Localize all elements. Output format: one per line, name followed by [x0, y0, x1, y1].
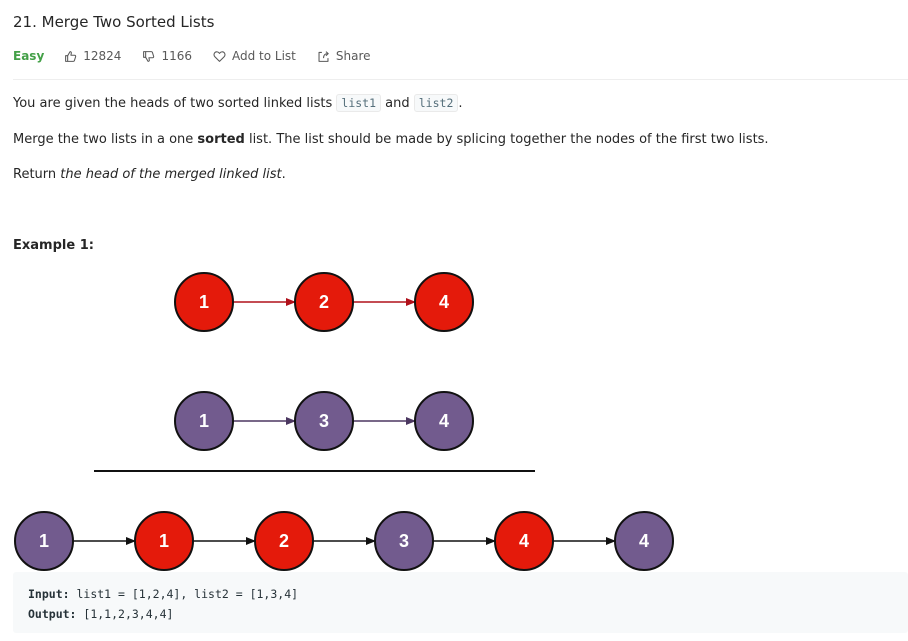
output-value: [1,1,2,3,4,4]: [83, 607, 174, 621]
list2-node: 4: [414, 391, 474, 451]
description-text: Merge the two lists in a one: [13, 132, 198, 147]
share-button[interactable]: Share: [317, 49, 371, 63]
description-text: .: [281, 167, 286, 182]
merged-node-value: 1: [39, 531, 49, 551]
add-to-list-button[interactable]: Add to List: [213, 49, 296, 63]
list1-node-value: 2: [319, 292, 329, 312]
merged-node: 4: [614, 511, 674, 571]
list1-node-circle: [174, 272, 234, 332]
add-to-list-label: Add to List: [232, 49, 296, 63]
merged-node-value: 1: [159, 531, 169, 551]
merged-node: 4: [494, 511, 554, 571]
list2-node-value: 4: [439, 411, 449, 431]
emphasis-merged-head: the head of the merged linked list: [60, 167, 282, 182]
merged-node-circle: [614, 511, 674, 571]
thumbs-down-icon: [143, 50, 155, 62]
list2-node-value: 1: [199, 411, 209, 431]
list2-node-circle: [414, 391, 474, 451]
description-text: list. The list should be made by splicin…: [244, 132, 769, 147]
list2-node: 1: [174, 391, 234, 451]
description-text: .: [458, 96, 463, 111]
merged-node-circle: [14, 511, 74, 571]
list2-node: 3: [294, 391, 354, 451]
merged-node-value: 3: [399, 531, 409, 551]
example-output-line: Output: [1,1,2,3,4,4]: [28, 604, 893, 624]
list1-node-circle: [414, 272, 474, 332]
example-code-block: Input: list1 = [1,2,4], list2 = [1,3,4] …: [13, 572, 908, 633]
list1-node: 4: [414, 272, 474, 332]
thumbs-up-icon: [65, 50, 77, 62]
merged-node-circle: [494, 511, 554, 571]
input-value: list1 = [1,2,4], list2 = [1,3,4]: [76, 587, 299, 601]
merged-node: 1: [134, 511, 194, 571]
list2-node-circle: [294, 391, 354, 451]
header-divider: [13, 79, 908, 80]
description-paragraph-1: You are given the heads of two sorted li…: [13, 94, 463, 112]
input-label: Input:: [28, 587, 70, 601]
share-label: Share: [335, 49, 371, 63]
merged-node-value: 2: [279, 531, 289, 551]
list1-node-value: 1: [199, 292, 209, 312]
description-text: and: [381, 96, 414, 111]
linked-list-diagram: 1 2 4 1 3 4 1 1 2 3 4 4: [14, 272, 674, 571]
list2-node-circle: [174, 391, 234, 451]
list1-node: 1: [174, 272, 234, 332]
list1-node-value: 4: [439, 292, 449, 312]
description-paragraph-2: Merge the two lists in a one sorted list…: [13, 132, 769, 147]
merged-node-value: 4: [639, 531, 649, 551]
problem-title: 21. Merge Two Sorted Lists: [13, 13, 215, 31]
description-text: You are given the heads of two sorted li…: [13, 96, 337, 111]
merged-node-circle: [134, 511, 194, 571]
share-icon: [318, 50, 329, 62]
merged-node: 3: [374, 511, 434, 571]
output-label: Output:: [28, 607, 77, 621]
merged-node-circle: [374, 511, 434, 571]
merged-node-circle: [254, 511, 314, 571]
example-input-line: Input: list1 = [1,2,4], list2 = [1,3,4]: [28, 584, 893, 604]
merged-node: 1: [14, 511, 74, 571]
problem-meta-bar: Easy 12824 1166 Add to List: [13, 47, 392, 65]
merged-node-value: 4: [519, 531, 529, 551]
inline-code-list2: list2: [413, 94, 459, 112]
like-count: 12824: [83, 49, 122, 63]
list2-node-value: 3: [319, 411, 329, 431]
example-title: Example 1:: [13, 238, 94, 253]
list1-node: 2: [294, 272, 354, 332]
heart-icon: [213, 50, 226, 62]
dislike-button[interactable]: 1166: [142, 49, 192, 63]
list1-node-circle: [294, 272, 354, 332]
dislike-count: 1166: [161, 49, 192, 63]
like-button[interactable]: 12824: [64, 49, 121, 63]
merged-node: 2: [254, 511, 314, 571]
description-paragraph-3: Return the head of the merged linked lis…: [13, 167, 286, 182]
difficulty-badge: Easy: [13, 49, 45, 63]
emphasis-sorted: sorted: [197, 132, 245, 147]
description-text: Return: [13, 167, 61, 182]
inline-code-list1: list1: [336, 94, 382, 112]
